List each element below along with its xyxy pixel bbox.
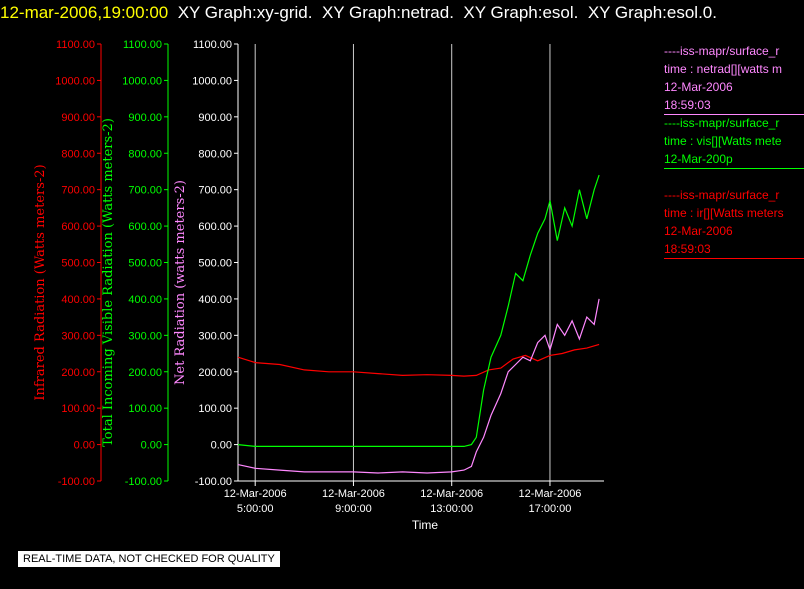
- y-tick-label: 600.00: [128, 221, 162, 233]
- y-tick-label: -100.00: [195, 476, 232, 488]
- y-tick-label: 700.00: [61, 185, 95, 197]
- quality-note: REAL-TIME DATA, NOT CHECKED FOR QUALITY: [18, 551, 280, 567]
- y-tick-label: 800.00: [198, 148, 232, 160]
- y-tick-label: 1100.00: [193, 39, 232, 51]
- series-line: [237, 298, 600, 474]
- y-tick-label: 1000.00: [122, 75, 162, 87]
- y-tick-label: 0.00: [74, 440, 95, 452]
- header-graph-title: XY Graph:esol.0.: [587, 3, 717, 22]
- y-tick-label: 900.00: [198, 112, 232, 124]
- y-tick-label: 600.00: [61, 221, 95, 233]
- y-tick-label: 300.00: [128, 330, 162, 342]
- y-tick-label: 500.00: [128, 258, 162, 270]
- y-tick-label: 700.00: [128, 185, 162, 197]
- legend-var: time : vis[][Watts mete: [664, 134, 782, 148]
- legend-entry-netrad: ----iss-mapr/surface_r time : netrad[][w…: [664, 42, 804, 115]
- legend-entry-ir: ----iss-mapr/surface_r time : ir[][Watts…: [664, 186, 804, 259]
- y-tick-label: 500.00: [61, 258, 95, 270]
- legend-line: ----iss-mapr/surface_r: [664, 188, 780, 202]
- header-title: 12-mar-2006,19:00:00 XY Graph:xy-grid. X…: [0, 0, 804, 26]
- y-tick-label: 700.00: [198, 185, 232, 197]
- y-tick-label: 100.00: [61, 403, 95, 415]
- legend-entry-vis: ----iss-mapr/surface_r time : vis[][Watt…: [664, 114, 804, 169]
- y-axis-title: Total Incoming Visible Radiation (Watts …: [101, 118, 116, 447]
- y-axis-title: Infrared Radiation (Watts meters-2): [33, 164, 48, 400]
- x-tick-label-date: 12-Mar-2006: [224, 488, 287, 500]
- y-tick-label: 100.00: [198, 403, 232, 415]
- legend-date: 12-Mar-2006: [664, 80, 733, 94]
- x-tick-label-date: 12-Mar-2006: [420, 488, 483, 500]
- header-graph-title: XY Graph:esol.: [463, 3, 579, 22]
- header-date: 12-mar-2006,19:00:00: [0, 3, 169, 22]
- y-tick-label: 200.00: [61, 367, 95, 379]
- y-tick-label: 1000.00: [55, 75, 95, 87]
- y-tick-label: 800.00: [128, 148, 162, 160]
- legend-line: ----iss-mapr/surface_r: [664, 116, 780, 130]
- series-line: [237, 343, 600, 377]
- x-tick-label-date: 12-Mar-2006: [518, 488, 581, 500]
- y-tick-label: 300.00: [198, 330, 232, 342]
- legend-line: ----iss-mapr/surface_r: [664, 44, 780, 58]
- y-axis-title: Net Radiation (watts meters-2): [173, 180, 188, 385]
- y-tick-label: 900.00: [128, 112, 162, 124]
- y-tick-label: 200.00: [198, 367, 232, 379]
- series-line: [237, 174, 600, 447]
- x-tick-label-date: 12-Mar-2006: [322, 488, 385, 500]
- y-tick-label: 400.00: [61, 294, 95, 306]
- y-tick-label: 1000.00: [192, 75, 232, 87]
- x-tick-label-time: 17:00:00: [529, 503, 572, 515]
- y-tick-label: 1100.00: [123, 39, 162, 51]
- header-graph-title: XY Graph:netrad.: [321, 3, 454, 22]
- legend-date: 12-Mar-200p: [664, 152, 733, 166]
- legend-date: 12-Mar-2006: [664, 224, 733, 238]
- x-tick-label-time: 9:00:00: [335, 503, 372, 515]
- y-tick-label: 900.00: [61, 112, 95, 124]
- y-tick-label: 300.00: [61, 330, 95, 342]
- legend-var: time : ir[][Watts meters: [664, 206, 784, 220]
- header-graph-title: XY Graph:xy-grid.: [177, 3, 313, 22]
- y-tick-label: -100.00: [125, 476, 162, 488]
- y-tick-label: 400.00: [128, 294, 162, 306]
- y-tick-label: 400.00: [198, 294, 232, 306]
- x-tick-label-time: 13:00:00: [430, 503, 473, 515]
- y-tick-label: 1100.00: [56, 39, 95, 51]
- y-tick-label: 0.00: [211, 440, 232, 452]
- y-tick-label: -100.00: [58, 476, 95, 488]
- x-axis-title: Time: [412, 518, 439, 532]
- legend-time: 18:59:03: [664, 98, 711, 112]
- y-tick-label: 0.00: [141, 440, 162, 452]
- x-tick-label-time: 5:00:00: [237, 503, 274, 515]
- legend-var: time : netrad[][watts m: [664, 62, 783, 76]
- y-tick-label: 500.00: [198, 258, 232, 270]
- y-tick-label: 600.00: [198, 221, 232, 233]
- y-tick-label: 200.00: [128, 367, 162, 379]
- y-tick-label: 800.00: [61, 148, 95, 160]
- legend-time: 18:59:03: [664, 242, 711, 256]
- y-tick-label: 100.00: [128, 403, 162, 415]
